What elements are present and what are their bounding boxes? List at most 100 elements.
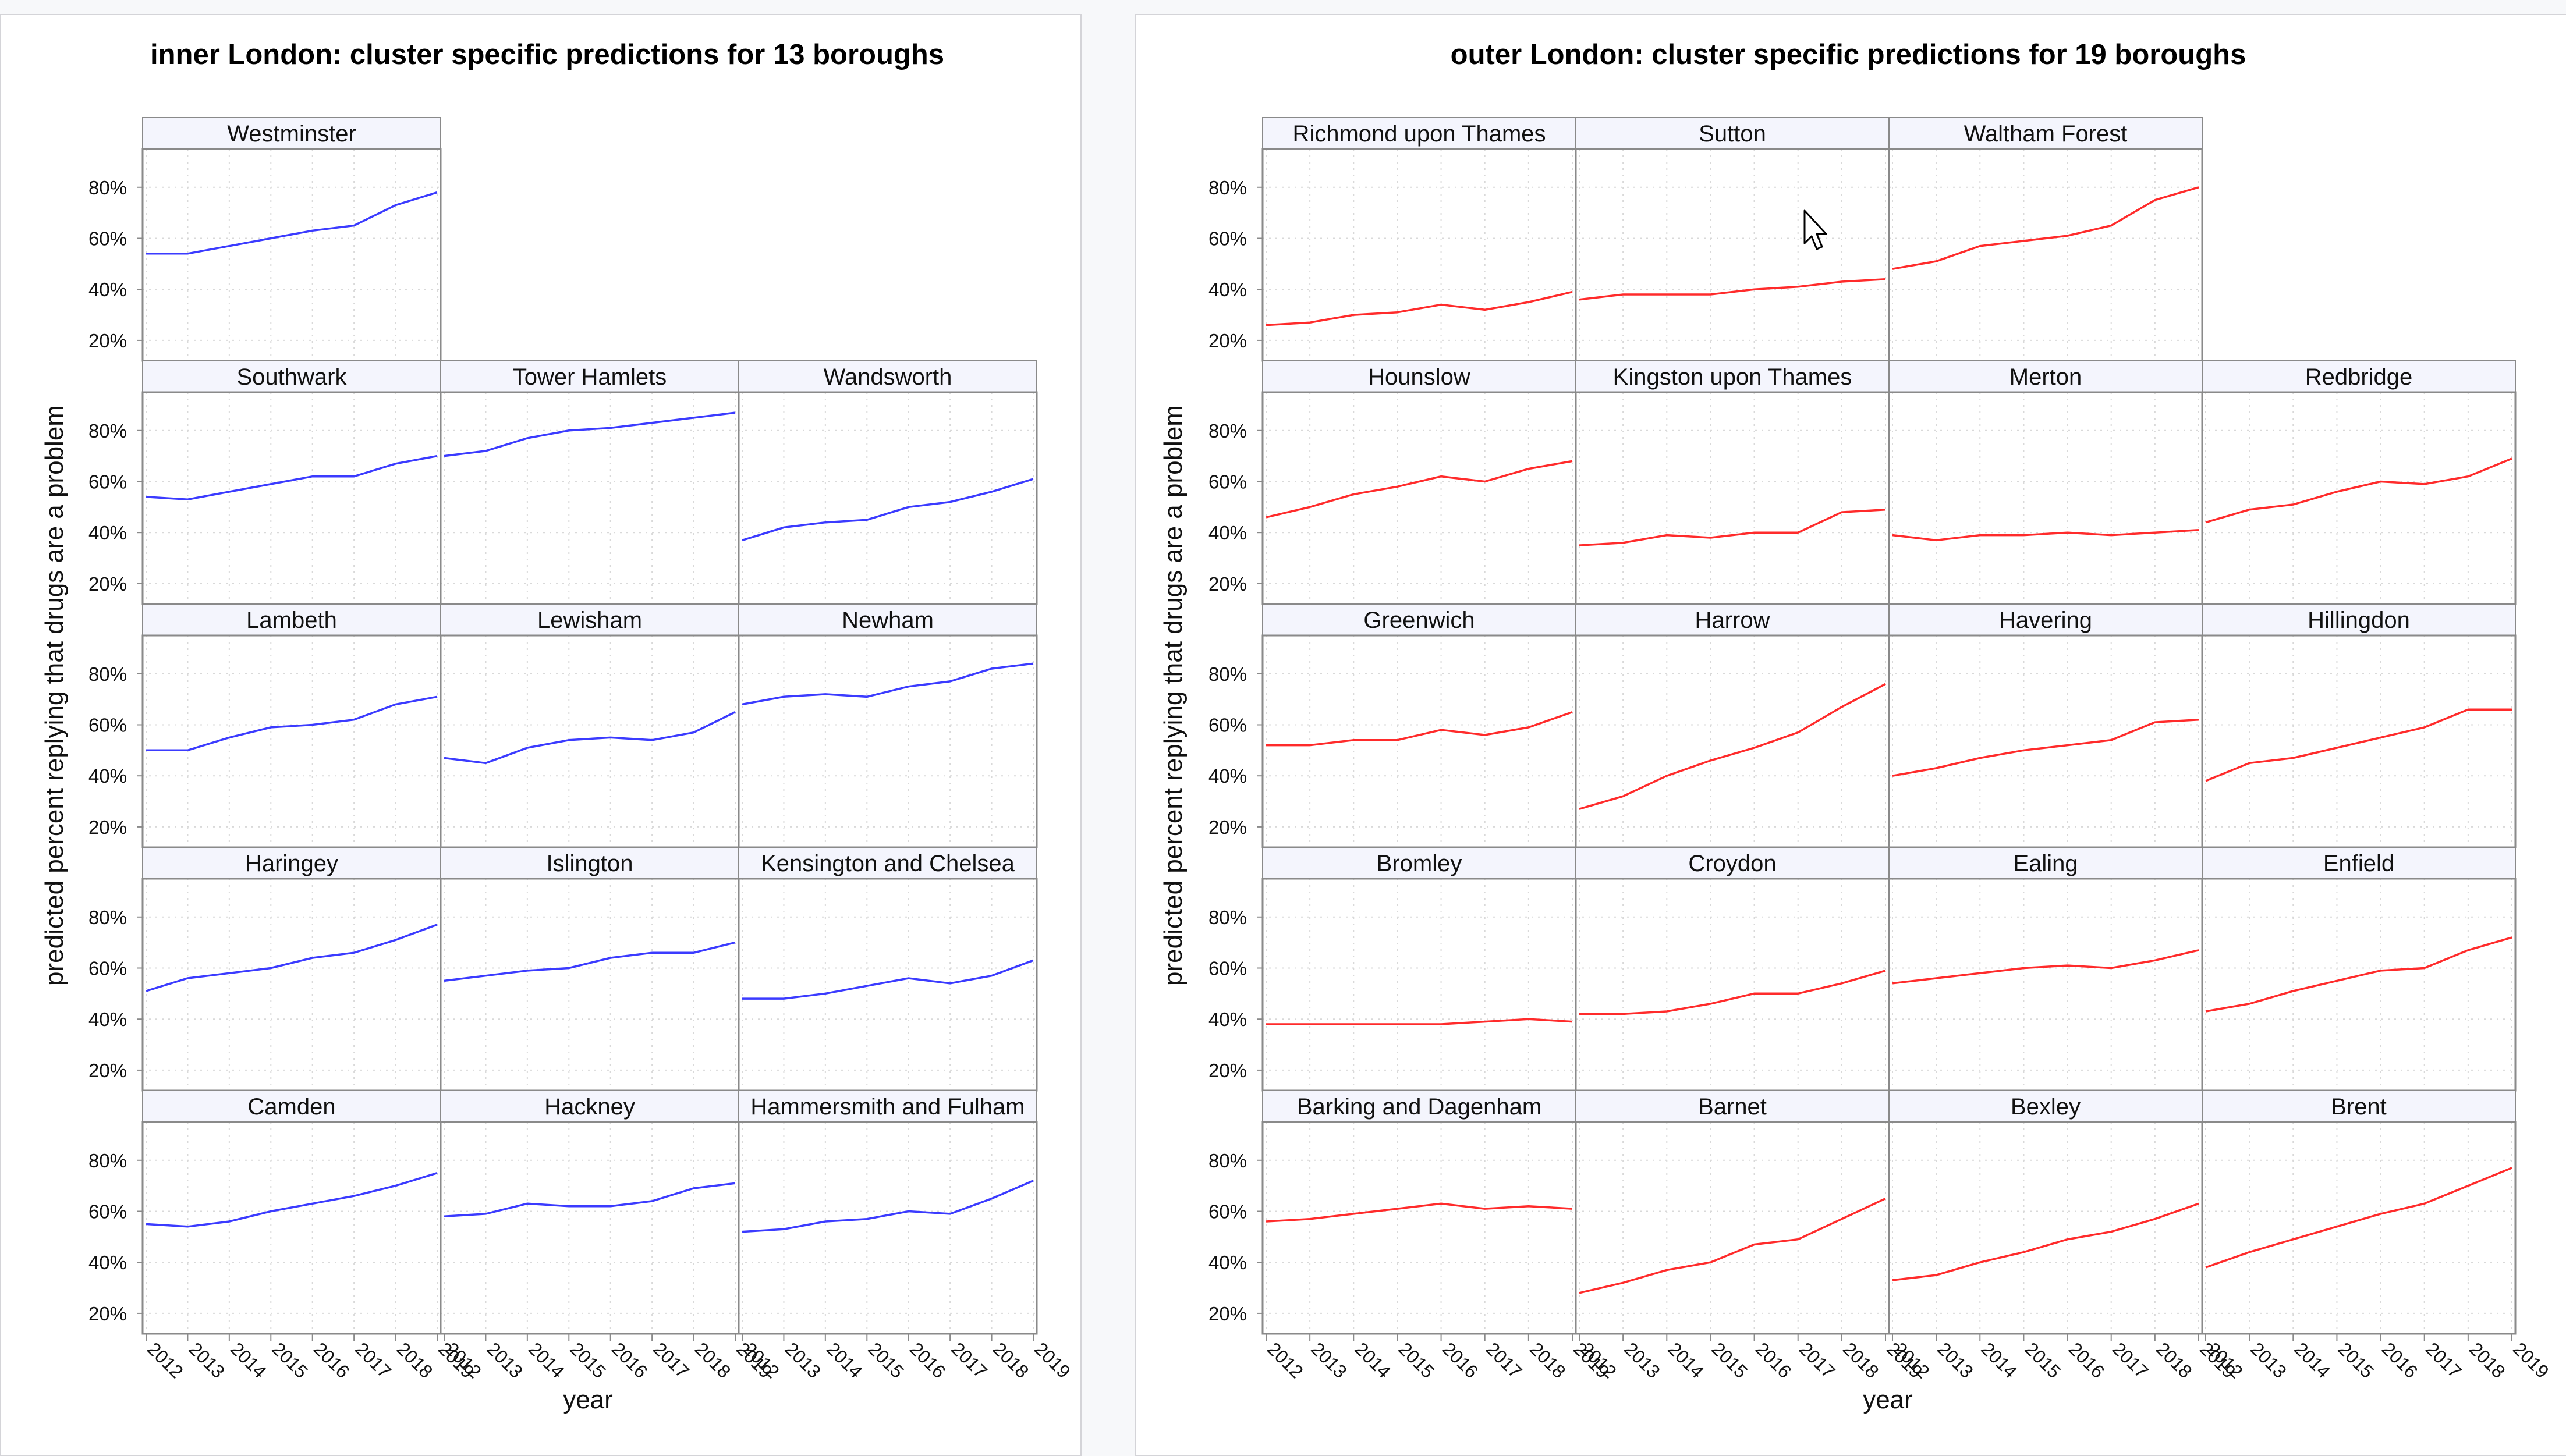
series-line xyxy=(146,454,438,500)
series-line xyxy=(444,941,736,982)
facet-strip xyxy=(738,603,1037,636)
x-tick-label: 2018 xyxy=(393,1338,437,1382)
facet-strip xyxy=(2202,603,2516,636)
facet-label: Bromley xyxy=(1377,851,1462,876)
facet-label: Croydon xyxy=(1688,851,1776,876)
facet-panel: Newham xyxy=(738,603,1038,848)
facet-label: Wandsworth xyxy=(824,364,952,390)
facet-strip xyxy=(738,847,1037,879)
series-line xyxy=(1266,290,1573,326)
plot-area xyxy=(1263,392,1576,604)
series-line xyxy=(1892,529,2199,542)
plot-area xyxy=(1889,392,2202,604)
x-tick-label: 2017 xyxy=(1795,1338,1840,1382)
series-line xyxy=(2205,708,2512,782)
x-tick-label: 2013 xyxy=(483,1338,527,1382)
y-tick-label: 60% xyxy=(1208,1201,1247,1222)
y-tick-label: 20% xyxy=(1208,1060,1247,1081)
y-tick-label: 20% xyxy=(88,816,127,838)
x-tick-label: 2018 xyxy=(2465,1338,2510,1382)
facet-strip xyxy=(2202,360,2516,393)
facet-panel: Bexley xyxy=(1888,1090,2203,1335)
facet-panel: Ealing xyxy=(1888,847,2203,1092)
facet-label: Ealing xyxy=(2013,851,2078,876)
x-tick-label: 2017 xyxy=(947,1338,991,1382)
x-tick-label: 2015 xyxy=(864,1338,908,1382)
facet-strip xyxy=(1888,360,2203,393)
facet-panel: Kensington and Chelsea xyxy=(738,847,1038,1092)
facet-panel: Lewisham xyxy=(440,603,740,848)
facet-strip xyxy=(1262,847,1576,879)
y-tick-label: 20% xyxy=(88,330,127,351)
x-tick-label: 2015 xyxy=(2334,1338,2378,1382)
facet-strip xyxy=(1262,603,1576,636)
facet-panel: Lambeth xyxy=(141,603,442,848)
y-tick-label: 80% xyxy=(1208,907,1247,928)
facet-label: Kensington and Chelsea xyxy=(761,851,1015,876)
facet-label: Greenwich xyxy=(1363,608,1475,633)
y-tick-label: 80% xyxy=(88,1150,127,1171)
outer-chart-title: outer London: cluster specific predictio… xyxy=(1451,39,2246,70)
facet-panel: Camden xyxy=(141,1090,442,1335)
plot-area xyxy=(1889,1122,2202,1334)
y-tick-label: 40% xyxy=(1208,522,1247,544)
facet-label: Waltham Forest xyxy=(1964,121,2128,147)
plot-area xyxy=(1263,635,1576,847)
facet-panel: Barking and Dagenham xyxy=(1261,1090,1577,1335)
y-tick-label: 60% xyxy=(1208,228,1247,249)
plot-area xyxy=(739,392,1037,604)
x-tick-label: 2016 xyxy=(1752,1338,1796,1382)
x-tick-label: 2014 xyxy=(1664,1338,1708,1382)
x-tick-label: 2013 xyxy=(1620,1338,1664,1382)
facet-panel: Havering xyxy=(1888,603,2203,848)
plot-frame xyxy=(738,1121,1038,1335)
y-tick-label: 60% xyxy=(1208,714,1247,736)
facet-panel: Waltham Forest xyxy=(1888,117,2203,362)
y-tick-label: 40% xyxy=(1208,765,1247,787)
facet-strip xyxy=(1262,1090,1576,1123)
y-tick-label: 20% xyxy=(1208,573,1247,595)
x-tick-label: 2014 xyxy=(226,1338,271,1382)
facet-label: Lambeth xyxy=(246,608,337,633)
series-line xyxy=(146,1172,438,1228)
x-tick-label: 2014 xyxy=(2290,1338,2334,1382)
x-tick-label: 2016 xyxy=(310,1338,354,1382)
facet-strip xyxy=(1888,1090,2203,1123)
facet-label: Tower Hamlets xyxy=(513,364,667,390)
x-tick-label: 2014 xyxy=(1977,1338,2021,1382)
y-tick-label: 80% xyxy=(1208,663,1247,685)
x-tick-label: 2015 xyxy=(1707,1338,1752,1382)
facet-panel: Redbridge xyxy=(2201,360,2517,605)
facet-panel: Haringey xyxy=(141,847,442,1092)
series-line xyxy=(1266,1202,1573,1223)
y-tick-label: 60% xyxy=(88,471,127,492)
series-line xyxy=(742,959,1034,1000)
facet-panel: Merton xyxy=(1888,360,2203,605)
plot-area xyxy=(143,149,441,361)
x-tick-label: 2019 xyxy=(2509,1338,2553,1382)
facet-label: Havering xyxy=(1999,608,2092,633)
x-tick-label: 2016 xyxy=(2378,1338,2422,1382)
series-line xyxy=(742,662,1034,706)
outer-x-axis-label: year xyxy=(1863,1386,1913,1414)
y-tick-label: 40% xyxy=(88,1252,127,1273)
series-line xyxy=(1266,460,1573,519)
plot-area xyxy=(143,879,441,1091)
y-tick-label: 60% xyxy=(1208,471,1247,492)
facet-label: Sutton xyxy=(1699,121,1766,147)
facet-panel: Wandsworth xyxy=(738,360,1038,605)
series-line xyxy=(444,1182,736,1218)
facet-label: Hounslow xyxy=(1368,364,1470,390)
y-tick-label: 40% xyxy=(88,279,127,300)
x-tick-label: 2016 xyxy=(608,1338,652,1382)
series-line xyxy=(1266,1018,1573,1025)
x-tick-label: 2013 xyxy=(2246,1338,2291,1382)
x-tick-label: 2013 xyxy=(185,1338,229,1382)
facet-panel: Greenwich xyxy=(1261,603,1577,848)
facet-panel: Hammersmith and Fulham xyxy=(738,1090,1038,1335)
plot-area xyxy=(1263,1122,1576,1334)
series-line xyxy=(444,411,736,457)
inner-x-axis-label: year xyxy=(563,1386,613,1414)
series-line xyxy=(1579,508,1886,546)
series-line xyxy=(2205,936,2512,1013)
